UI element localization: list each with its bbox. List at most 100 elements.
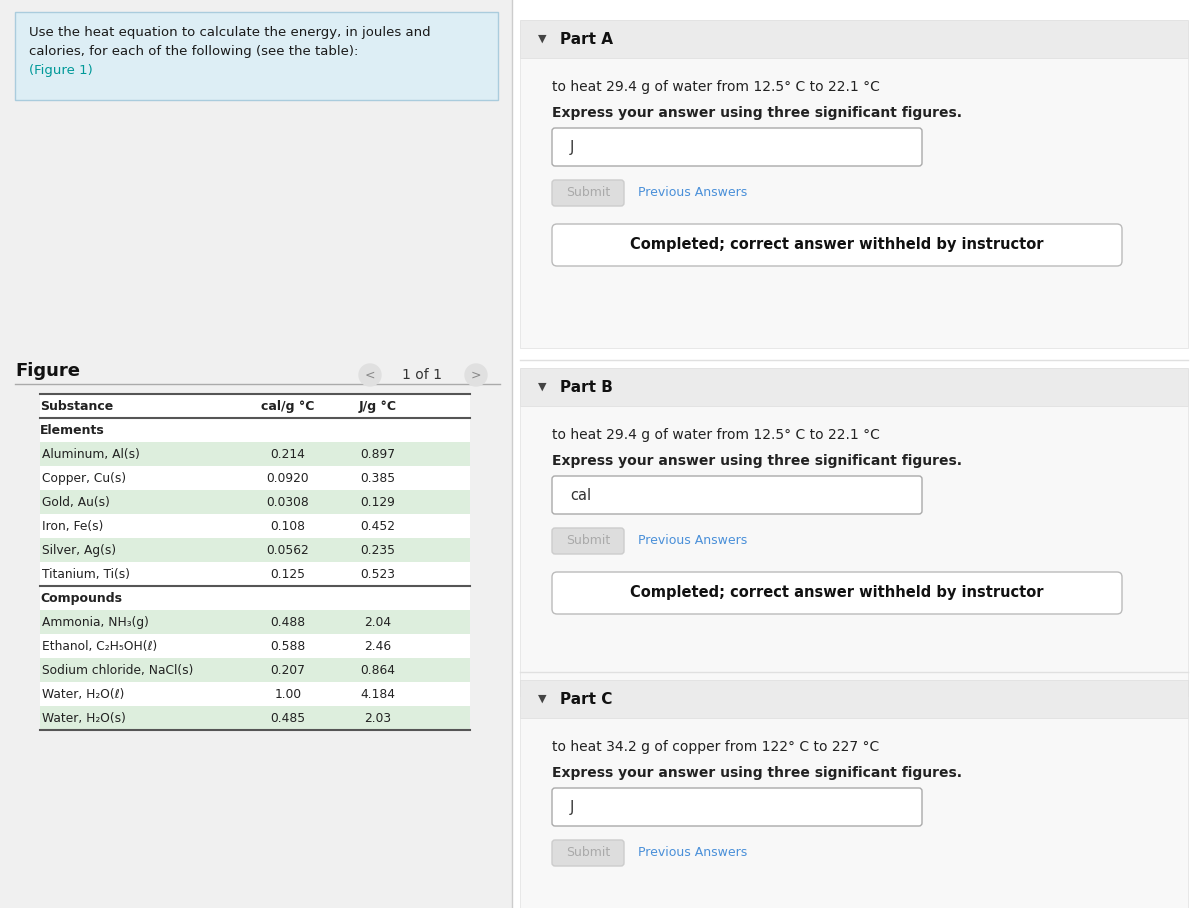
Text: 0.0562: 0.0562 — [266, 544, 310, 557]
Text: Ammonia, NH₃(g): Ammonia, NH₃(g) — [42, 616, 149, 629]
Text: 2.46: 2.46 — [365, 640, 391, 653]
Bar — [40, 658, 470, 682]
Text: 0.207: 0.207 — [270, 664, 306, 677]
Text: 0.108: 0.108 — [270, 520, 306, 533]
Text: 0.864: 0.864 — [360, 664, 396, 677]
Text: 0.488: 0.488 — [270, 616, 306, 629]
Bar — [520, 368, 1188, 406]
Text: Completed; correct answer withheld by instructor: Completed; correct answer withheld by in… — [630, 586, 1044, 600]
Bar — [40, 442, 470, 466]
Text: Submit: Submit — [566, 186, 610, 200]
Text: J/g °C: J/g °C — [359, 400, 397, 413]
Bar — [40, 514, 470, 538]
Circle shape — [466, 364, 487, 386]
FancyBboxPatch shape — [552, 224, 1122, 266]
Text: Submit: Submit — [566, 535, 610, 548]
Text: Substance: Substance — [40, 400, 113, 413]
Text: Previous Answers: Previous Answers — [638, 535, 748, 548]
FancyBboxPatch shape — [552, 840, 624, 866]
Text: Gold, Au(s): Gold, Au(s) — [42, 496, 110, 509]
Bar — [40, 682, 470, 706]
Text: Ethanol, C₂H₅OH(ℓ): Ethanol, C₂H₅OH(ℓ) — [42, 640, 157, 653]
FancyBboxPatch shape — [552, 528, 624, 554]
Text: Compounds: Compounds — [40, 592, 122, 605]
FancyBboxPatch shape — [552, 572, 1122, 614]
Bar — [40, 706, 470, 730]
Bar — [40, 610, 470, 634]
Bar — [40, 706, 470, 730]
Text: Previous Answers: Previous Answers — [638, 186, 748, 200]
Text: 0.235: 0.235 — [360, 544, 396, 557]
Text: J: J — [570, 800, 575, 815]
Text: Completed; correct answer withheld by instructor: Completed; correct answer withheld by in… — [630, 238, 1044, 252]
Text: 0.385: 0.385 — [360, 472, 396, 485]
Text: Titanium, Ti(s): Titanium, Ti(s) — [42, 568, 130, 581]
Text: Express your answer using three significant figures.: Express your answer using three signific… — [552, 766, 962, 780]
Text: 1.00: 1.00 — [275, 688, 301, 701]
Circle shape — [359, 364, 382, 386]
Text: 0.129: 0.129 — [360, 496, 396, 509]
Text: 1 of 1: 1 of 1 — [402, 368, 442, 382]
Text: <: < — [365, 369, 376, 381]
Bar — [520, 680, 1188, 718]
Bar — [40, 682, 470, 706]
Text: Elements: Elements — [40, 424, 104, 437]
Text: Express your answer using three significant figures.: Express your answer using three signific… — [552, 106, 962, 120]
Bar — [40, 394, 470, 418]
Text: 0.485: 0.485 — [270, 712, 306, 725]
Text: to heat 34.2 g of copper from 122° C to 227 °C: to heat 34.2 g of copper from 122° C to … — [552, 740, 880, 754]
Text: 0.0920: 0.0920 — [266, 472, 310, 485]
Text: Part C: Part C — [560, 693, 612, 707]
Bar — [512, 0, 1200, 908]
Text: 4.184: 4.184 — [360, 688, 396, 701]
Bar — [40, 466, 470, 490]
Bar — [40, 562, 470, 586]
Text: ▼: ▼ — [538, 34, 546, 44]
Bar — [520, 58, 1188, 348]
Text: Part B: Part B — [560, 380, 613, 396]
Bar — [40, 634, 470, 658]
FancyBboxPatch shape — [552, 128, 922, 166]
FancyBboxPatch shape — [552, 180, 624, 206]
Text: 0.452: 0.452 — [360, 520, 396, 533]
Text: calories, for each of the following (see the table):: calories, for each of the following (see… — [29, 45, 359, 58]
Text: Use the heat equation to calculate the energy, in joules and: Use the heat equation to calculate the e… — [29, 26, 431, 39]
Text: to heat 29.4 g of water from 12.5° C to 22.1 °C: to heat 29.4 g of water from 12.5° C to … — [552, 80, 880, 94]
Bar — [40, 418, 470, 442]
Bar — [40, 538, 470, 562]
Text: cal/g °C: cal/g °C — [262, 400, 314, 413]
Text: Sodium chloride, NaCl(s): Sodium chloride, NaCl(s) — [42, 664, 193, 677]
Text: 0.125: 0.125 — [270, 568, 306, 581]
Text: Water, H₂O(ℓ): Water, H₂O(ℓ) — [42, 688, 125, 701]
Text: (Figure 1): (Figure 1) — [29, 64, 92, 77]
Bar — [14, 12, 498, 100]
FancyBboxPatch shape — [552, 476, 922, 514]
Text: 0.523: 0.523 — [360, 568, 396, 581]
Bar — [40, 634, 470, 658]
Text: Aluminum, Al(s): Aluminum, Al(s) — [42, 448, 140, 461]
Text: Previous Answers: Previous Answers — [638, 846, 748, 860]
Bar — [40, 490, 470, 514]
Text: >: > — [470, 369, 481, 381]
Text: 0.588: 0.588 — [270, 640, 306, 653]
Text: Express your answer using three significant figures.: Express your answer using three signific… — [552, 454, 962, 468]
Text: Water, H₂O(s): Water, H₂O(s) — [42, 712, 126, 725]
Bar — [0, 0, 512, 908]
Text: 2.04: 2.04 — [365, 616, 391, 629]
Bar — [40, 610, 470, 634]
Text: J: J — [570, 140, 575, 155]
Text: to heat 29.4 g of water from 12.5° C to 22.1 °C: to heat 29.4 g of water from 12.5° C to … — [552, 428, 880, 442]
FancyBboxPatch shape — [552, 788, 922, 826]
Text: Copper, Cu(s): Copper, Cu(s) — [42, 472, 126, 485]
Text: 0.214: 0.214 — [270, 448, 306, 461]
Text: Silver, Ag(s): Silver, Ag(s) — [42, 544, 116, 557]
Text: Submit: Submit — [566, 846, 610, 860]
Text: Figure: Figure — [14, 362, 80, 380]
Bar — [520, 718, 1188, 908]
Text: ▼: ▼ — [538, 694, 546, 704]
Text: ▼: ▼ — [538, 382, 546, 392]
Text: 2.03: 2.03 — [365, 712, 391, 725]
Bar — [520, 20, 1188, 58]
Text: 0.0308: 0.0308 — [266, 496, 310, 509]
Bar — [520, 406, 1188, 696]
